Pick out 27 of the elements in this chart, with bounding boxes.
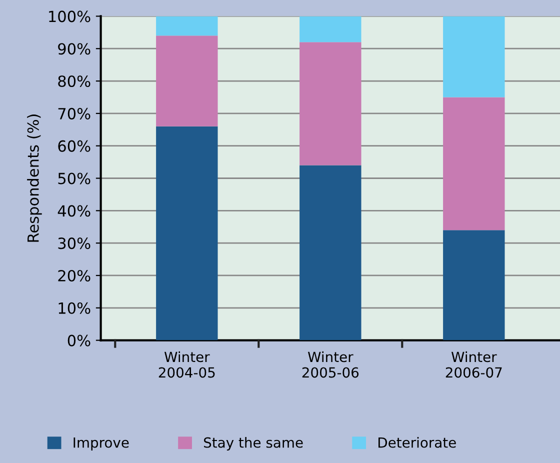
bar	[443, 230, 505, 340]
y-tick-label: 30%	[58, 238, 90, 250]
y-tick-label: 80%	[58, 75, 90, 88]
y-tick-label: 70%	[58, 108, 90, 120]
bar	[300, 42, 362, 166]
y-tick-label: 40%	[58, 205, 90, 217]
bar	[156, 36, 218, 126]
y-tick-label: 100%	[49, 10, 90, 22]
y-tick-label: 20%	[58, 270, 90, 282]
legend-label: Deteriorate	[378, 437, 456, 448]
y-tick-label: 0%	[68, 334, 90, 346]
y-axis-title: Respondents (%)	[27, 114, 42, 242]
bar	[300, 165, 362, 340]
bar	[156, 126, 218, 340]
x-tick-label: Winter 2005-06	[302, 351, 359, 378]
y-tick-label: 60%	[58, 140, 90, 152]
legend-label: Improve	[74, 437, 129, 450]
bar	[443, 97, 505, 230]
bar	[156, 16, 218, 36]
y-tick-label: 90%	[58, 43, 90, 55]
bar	[443, 16, 505, 98]
legend-label: Stay the same	[204, 437, 303, 450]
y-tick-label: 50%	[58, 172, 90, 184]
bar	[300, 16, 362, 42]
x-tick-label: Winter 2004-05	[158, 351, 215, 378]
x-tick-label: Winter 2006-07	[446, 351, 502, 378]
y-tick-label: 10%	[58, 302, 90, 314]
